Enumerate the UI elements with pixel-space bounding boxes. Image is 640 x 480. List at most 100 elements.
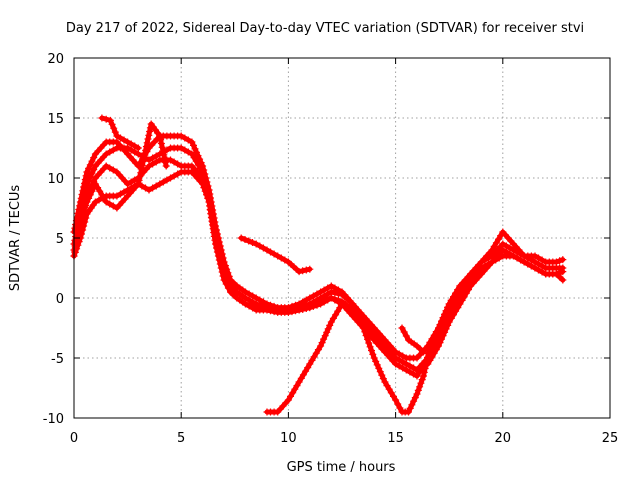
data-point xyxy=(95,196,103,204)
data-point xyxy=(158,143,166,151)
data-point xyxy=(306,304,314,312)
data-point xyxy=(417,379,425,387)
data-point xyxy=(431,331,439,339)
chart-title: Day 217 of 2022, Sidereal Day-to-day VTE… xyxy=(66,21,584,36)
data-point xyxy=(299,371,307,379)
data-point xyxy=(299,298,307,306)
data-point xyxy=(428,338,436,346)
data-point xyxy=(199,162,207,170)
data-point xyxy=(418,376,426,384)
data-point xyxy=(136,173,144,180)
data-point xyxy=(535,260,542,268)
data-point xyxy=(224,269,232,277)
data-point xyxy=(200,178,208,186)
data-point xyxy=(447,296,455,304)
data-point xyxy=(416,345,424,353)
data-point xyxy=(201,182,209,190)
data-point xyxy=(86,191,94,199)
data-point xyxy=(317,342,325,350)
data-point xyxy=(329,314,337,322)
data-point xyxy=(184,136,192,144)
data-point xyxy=(416,383,424,391)
data-point xyxy=(212,240,219,248)
data-point xyxy=(306,360,314,368)
data-point xyxy=(433,328,441,336)
data-point xyxy=(74,228,82,236)
data-point xyxy=(510,252,517,260)
data-point xyxy=(327,282,335,290)
data-point xyxy=(102,115,110,123)
data-point xyxy=(139,158,147,165)
data-point xyxy=(398,324,406,332)
data-point xyxy=(113,192,121,200)
x-tick-label: 15 xyxy=(387,431,404,446)
data-point xyxy=(138,161,146,169)
data-point xyxy=(75,224,83,232)
data-point xyxy=(142,143,150,150)
series-satellite-track-1 xyxy=(70,168,567,374)
data-point xyxy=(383,382,391,390)
data-point xyxy=(410,397,418,405)
data-point xyxy=(304,364,312,372)
data-point xyxy=(124,138,132,146)
data-point xyxy=(267,248,274,256)
data-point xyxy=(306,294,314,302)
data-point xyxy=(499,246,507,254)
data-point xyxy=(203,190,211,198)
data-point xyxy=(394,400,402,408)
data-point xyxy=(270,250,278,258)
data-point xyxy=(385,385,393,393)
data-point xyxy=(145,156,153,164)
data-point xyxy=(454,286,462,294)
data-point xyxy=(406,362,414,370)
data-point xyxy=(120,136,128,144)
data-point xyxy=(162,162,170,170)
data-point xyxy=(381,378,389,386)
y-tick-label: 0 xyxy=(56,292,64,307)
data-point xyxy=(559,276,567,284)
data-point xyxy=(88,187,96,195)
data-point xyxy=(402,360,410,368)
data-point xyxy=(135,176,143,184)
data-point xyxy=(506,244,514,252)
data-point xyxy=(295,306,303,314)
data-point xyxy=(81,176,89,183)
data-point xyxy=(426,342,434,350)
data-point xyxy=(324,284,332,292)
data-point xyxy=(388,352,396,360)
data-point xyxy=(256,296,264,304)
axis-ticks: 0 5 10 15 20 25 -10 -5 0 5 10 15 20 xyxy=(43,52,619,446)
data-point xyxy=(358,321,366,329)
data-point xyxy=(352,307,360,315)
data-point xyxy=(400,328,408,336)
data-point xyxy=(402,332,410,340)
data-point xyxy=(414,386,422,394)
data-point xyxy=(458,290,466,298)
data-point xyxy=(450,293,457,301)
data-point xyxy=(295,300,303,308)
data-point xyxy=(100,194,108,202)
data-point xyxy=(320,335,328,343)
data-point xyxy=(88,157,96,165)
data-point xyxy=(452,301,460,309)
data-point xyxy=(289,389,297,397)
data-point xyxy=(490,242,498,250)
data-point xyxy=(421,365,429,372)
data-point xyxy=(314,346,322,354)
data-point xyxy=(399,358,407,366)
data-point xyxy=(245,237,253,245)
data-point xyxy=(98,114,106,122)
data-point xyxy=(237,234,245,242)
data-point xyxy=(520,252,528,260)
data-point xyxy=(174,160,182,168)
data-point xyxy=(76,202,84,210)
data-point xyxy=(332,311,340,319)
x-axis-label: GPS time / hours xyxy=(287,460,396,475)
y-tick-label: -10 xyxy=(43,412,64,427)
data-point xyxy=(318,339,326,347)
data-point xyxy=(174,170,182,178)
data-point xyxy=(120,188,128,196)
data-point xyxy=(556,273,564,281)
data-point xyxy=(299,267,307,275)
